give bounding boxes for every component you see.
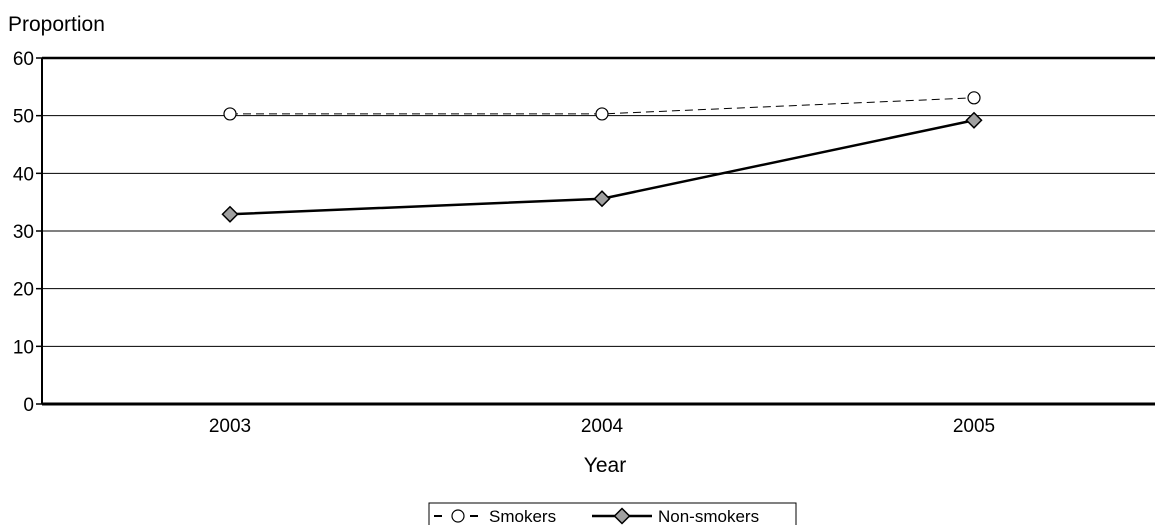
y-tick-label: 40: [13, 164, 34, 185]
y-axis-title: Proportion: [8, 13, 105, 36]
x-tick-label: 2005: [953, 416, 995, 437]
legend-box: [428, 502, 797, 525]
grid-lines: [42, 115, 1155, 347]
data-point-smokers: [223, 107, 237, 121]
series-smokers: [223, 91, 981, 121]
series-non-smokers: [221, 111, 983, 223]
legend-item-smokers: Smokers: [434, 507, 556, 525]
legend: Smokers Non-smokers: [428, 502, 797, 525]
y-axis-ticks: 0 10 20 30 40 50 60: [13, 49, 42, 416]
y-tick-label: 30: [13, 222, 34, 243]
x-tick-label: 2004: [581, 416, 624, 437]
legend-item-non-smokers: Non-smokers: [592, 507, 759, 525]
series-layer: [221, 91, 983, 223]
data-point-non-smokers: [221, 205, 239, 223]
legend-label: Non-smokers: [658, 507, 759, 525]
x-axis-title: Year: [584, 454, 626, 477]
y-tick-label: 60: [13, 49, 34, 70]
data-point-non-smokers: [593, 190, 611, 208]
data-point-non-smokers: [965, 111, 983, 129]
legend-marker: [451, 509, 465, 523]
y-tick-label: 20: [13, 280, 34, 301]
legend-label: Smokers: [489, 507, 556, 525]
y-tick-label: 10: [13, 337, 34, 358]
data-point-smokers: [967, 91, 981, 105]
y-tick-label: 50: [13, 107, 34, 128]
legend-marker: [613, 507, 631, 525]
x-tick-label: 2003: [209, 416, 251, 437]
data-point-smokers: [595, 107, 609, 121]
y-tick-label: 0: [23, 395, 34, 416]
x-axis-ticks: 2003 2004 2005: [209, 416, 995, 437]
